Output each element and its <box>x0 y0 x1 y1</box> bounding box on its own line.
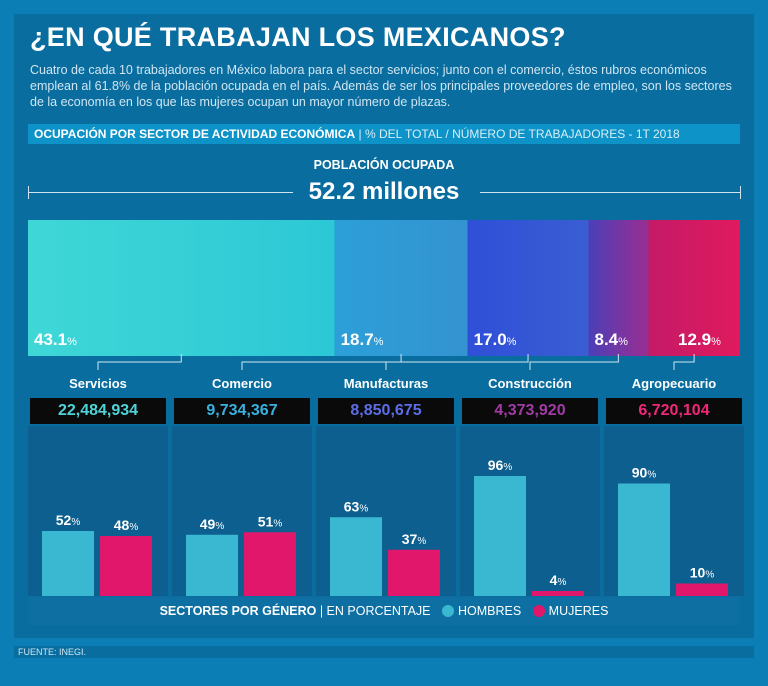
share-label-construccion: 8.4% <box>594 330 628 349</box>
share-rect-comercio <box>334 220 468 356</box>
connector-comercio <box>241 354 402 370</box>
share-rect-construccion <box>588 220 649 356</box>
sector-name-agropecuario: Agropecuario <box>631 376 717 391</box>
share-label-servicios: 43.1% <box>34 330 77 349</box>
gender-column-comercio <box>172 426 312 596</box>
connector-servicios <box>97 354 182 370</box>
worker-count-agropecuario: 6,720,104 <box>606 398 742 424</box>
population-total: 52.2 millones <box>308 178 460 205</box>
sector-share-chart <box>28 220 740 356</box>
total-line-left <box>28 192 293 193</box>
share-label-agropecuario: 12.9% <box>678 330 721 349</box>
sector-name-comercio: Comercio <box>212 376 272 391</box>
intro-text: Cuatro de cada 10 trabajadores en México… <box>30 63 732 109</box>
subtitle-rest: % DEL TOTAL / NÚMERO DE TRABAJADORES - 1… <box>364 127 680 141</box>
worker-count-manufacturas: 8,850,675 <box>318 398 454 424</box>
connector-agropecuario <box>673 354 695 370</box>
total-bracket-right <box>740 186 741 199</box>
source-note: FUENTE: INEGI. <box>14 646 754 658</box>
subtitle-bold: OCUPACIÓN POR SECTOR DE ACTIVIDAD ECONÓM… <box>34 127 356 141</box>
sector-name-servicios: Servicios <box>69 376 127 391</box>
legend-men: HOMBRES <box>457 604 522 618</box>
worker-count-construccion: 4,373,920 <box>462 398 598 424</box>
gender-legend: SECTORES POR GÉNERO | EN PORCENTAJE HOMB… <box>28 597 740 625</box>
connector-manufacturas <box>385 354 529 370</box>
legend-women: MUJERES <box>548 604 609 618</box>
gender-column-manufacturas <box>316 426 456 596</box>
share-rect-agropecuario <box>648 220 740 356</box>
share-label-comercio: 18.7% <box>340 330 384 349</box>
population-label: POBLACIÓN OCUPADA <box>313 158 455 172</box>
men-legend-icon <box>441 605 454 617</box>
page-title: ¿EN QUÉ TRABAJAN LOS MEXICANOS? <box>30 22 566 52</box>
share-label-manufacturas: 17.0% <box>473 330 517 349</box>
women-legend-icon <box>532 605 545 617</box>
sector-name-manufacturas: Manufacturas <box>343 376 429 391</box>
legend-title: SECTORES POR GÉNERO <box>159 604 317 618</box>
connector-lines <box>97 354 695 370</box>
worker-count-comercio: 9,734,367 <box>174 398 310 424</box>
chart-subtitle-bar: OCUPACIÓN POR SECTOR DE ACTIVIDAD ECONÓM… <box>28 124 740 144</box>
gender-column-servicios <box>28 426 168 596</box>
sector-name-construccion: Construcción <box>488 376 572 391</box>
gender-column-construccion <box>460 426 600 596</box>
share-rect-manufacturas <box>467 220 589 356</box>
connector-construccion <box>529 354 619 370</box>
legend-unit: EN PORCENTAJE <box>326 604 431 618</box>
gender-column-agropecuario <box>604 426 744 596</box>
share-rect-servicios <box>28 220 335 356</box>
worker-count-servicios: 22,484,934 <box>30 398 166 424</box>
total-line-right <box>480 192 740 193</box>
